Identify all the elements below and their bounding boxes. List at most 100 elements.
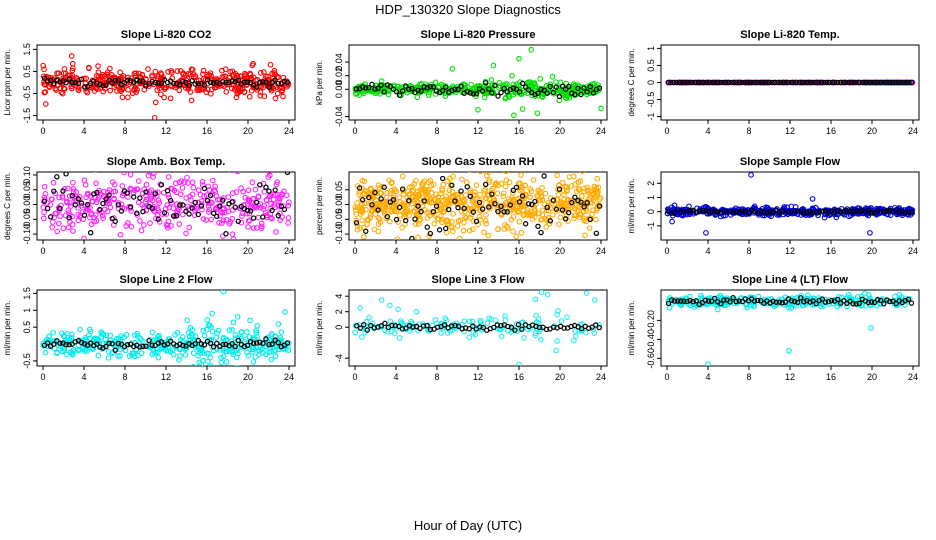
sample-point [397, 318, 404, 324]
mean-point [247, 208, 254, 214]
mean-point [828, 297, 835, 304]
mean-point [739, 298, 746, 305]
sample-point [201, 332, 208, 339]
mean-point [734, 79, 740, 86]
mean-point [699, 207, 706, 214]
mean-point [522, 221, 529, 227]
mean-point [177, 202, 183, 208]
sample-point [131, 87, 138, 94]
sample-point [484, 320, 491, 327]
mean-point [851, 79, 857, 86]
mean-point [195, 211, 201, 218]
sample-point [500, 193, 507, 200]
mean-point [492, 201, 498, 207]
sample-point [281, 188, 287, 195]
sample-point [555, 186, 561, 193]
x-tick-label: 16 [202, 126, 212, 136]
sample-point [70, 348, 76, 354]
sample-point [892, 293, 898, 300]
mean-point [807, 299, 813, 305]
sample-point [403, 202, 410, 209]
sample-point [238, 329, 245, 335]
sample-point [95, 63, 101, 69]
mean-point [275, 80, 281, 87]
sample-point [518, 229, 525, 236]
sample-point [244, 349, 250, 356]
sample-point [54, 228, 61, 235]
sample-point [143, 207, 150, 214]
sample-point [185, 86, 192, 92]
y-tick-label: 1.5 [22, 287, 32, 300]
panel-8: Slope Line 3 Flow ml/min per min. 0 4 8 12 16 2… [315, 274, 608, 382]
mean-point [260, 214, 266, 220]
sample-point [93, 172, 98, 173]
sample-point [88, 211, 94, 218]
points-layer [665, 290, 915, 366]
x-tick-label: 4 [393, 372, 398, 382]
sample-point [183, 230, 189, 237]
mean-point [84, 201, 91, 208]
mean-point [353, 86, 360, 92]
mean-point [186, 211, 192, 217]
mean-point [421, 84, 427, 90]
sample-point [444, 330, 451, 336]
sample-point [531, 214, 538, 220]
outlier-point [591, 297, 598, 303]
sample-point [123, 331, 130, 338]
sample-point [260, 84, 266, 91]
sample-point [714, 306, 721, 313]
sample-point [117, 69, 123, 76]
outlier-point [748, 172, 754, 178]
mean-point [593, 322, 599, 328]
mean-point [480, 324, 486, 331]
mean-point [804, 209, 810, 216]
mean-point [372, 86, 378, 92]
mean-point [679, 79, 685, 86]
sample-point [137, 218, 143, 224]
sample-point [412, 221, 419, 228]
mean-point [124, 190, 131, 196]
sample-point [381, 327, 388, 334]
x-tick-label: 20 [243, 126, 253, 136]
mean-point [103, 196, 109, 202]
y-axis-label: ml/min per min. [627, 179, 636, 234]
y-tick-label: -0.10 [22, 224, 32, 245]
mean-point [838, 209, 844, 215]
sample-point [285, 220, 291, 226]
x-tick-label: 8 [746, 126, 751, 136]
sample-point [763, 204, 769, 211]
sample-point [164, 224, 171, 231]
sample-point [253, 330, 260, 336]
mean-point [843, 79, 849, 86]
sample-point [239, 213, 245, 219]
mean-point [857, 79, 863, 86]
x-tick-label: 16 [514, 246, 524, 256]
sample-point [200, 71, 206, 78]
mean-point [357, 325, 363, 331]
x-tick-label: 12 [785, 372, 795, 382]
mean-point [375, 85, 381, 92]
sample-point [200, 67, 207, 74]
mean-point [455, 86, 461, 93]
mean-point [841, 209, 847, 215]
mean-point [665, 79, 672, 86]
mean-point [684, 208, 690, 215]
sample-point [450, 211, 457, 217]
outlier-point [583, 290, 590, 296]
sample-point [119, 94, 126, 101]
sample-point [516, 208, 522, 215]
sample-point [151, 337, 158, 343]
sample-point [553, 79, 559, 85]
mean-point [673, 79, 680, 86]
y-tick-label: -0.04 [334, 106, 344, 127]
mean-point [507, 202, 513, 208]
mean-point [859, 79, 866, 86]
mean-point [232, 78, 238, 85]
sample-point [266, 172, 273, 175]
mean-point [519, 80, 526, 87]
panel-5: Slope Gas Stream RH percent per min. 0 4 8 12… [315, 156, 608, 256]
sample-point [504, 200, 510, 207]
sample-point [459, 176, 465, 183]
mean-point [708, 208, 715, 214]
sample-point [253, 204, 260, 211]
